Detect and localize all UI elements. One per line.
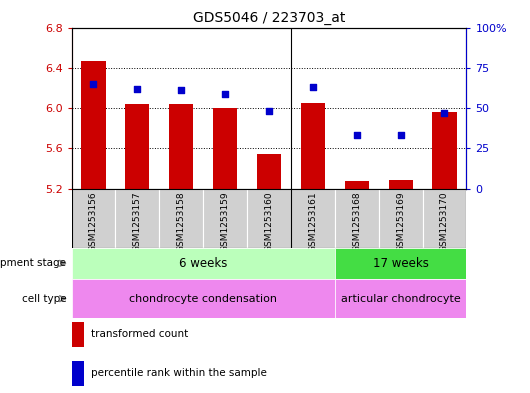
Bar — [160, 189, 203, 248]
Bar — [291, 189, 335, 248]
Bar — [335, 248, 466, 279]
Point — [133, 86, 142, 92]
Point — [440, 110, 449, 116]
Bar — [422, 189, 466, 248]
Text: percentile rank within the sample: percentile rank within the sample — [91, 368, 267, 378]
Text: GSM1253157: GSM1253157 — [133, 191, 142, 252]
Bar — [335, 279, 466, 318]
Bar — [72, 361, 84, 386]
Bar — [72, 322, 84, 347]
Text: development stage: development stage — [0, 258, 66, 268]
Point — [89, 81, 98, 87]
Bar — [335, 189, 378, 248]
Text: GSM1253156: GSM1253156 — [89, 191, 98, 252]
Bar — [301, 103, 325, 189]
Point — [177, 87, 186, 94]
Text: GSM1253159: GSM1253159 — [220, 191, 229, 252]
Text: GSM1253169: GSM1253169 — [396, 191, 405, 252]
Point — [396, 132, 405, 139]
Bar — [116, 189, 160, 248]
Text: GSM1253160: GSM1253160 — [264, 191, 273, 252]
Bar — [388, 180, 413, 189]
Bar — [125, 104, 149, 189]
Bar — [344, 180, 369, 189]
Text: articular chondrocyte: articular chondrocyte — [341, 294, 461, 304]
Point — [264, 108, 273, 114]
Bar — [247, 189, 291, 248]
Point — [221, 90, 229, 97]
Bar — [213, 108, 237, 189]
Text: chondrocyte condensation: chondrocyte condensation — [129, 294, 277, 304]
Point — [308, 84, 317, 90]
Bar — [72, 189, 116, 248]
Bar — [169, 104, 193, 189]
Text: transformed count: transformed count — [91, 329, 188, 339]
Text: GSM1253168: GSM1253168 — [352, 191, 361, 252]
Bar — [72, 279, 335, 318]
Bar — [378, 189, 422, 248]
Text: GSM1253161: GSM1253161 — [308, 191, 317, 252]
Title: GDS5046 / 223703_at: GDS5046 / 223703_at — [193, 11, 345, 25]
Text: cell type: cell type — [22, 294, 66, 304]
Bar — [257, 154, 281, 189]
Point — [352, 132, 361, 139]
Bar — [432, 112, 456, 189]
Bar — [82, 61, 105, 189]
Bar — [72, 248, 335, 279]
Text: 6 weeks: 6 weeks — [179, 257, 227, 270]
Text: GSM1253170: GSM1253170 — [440, 191, 449, 252]
Text: GSM1253158: GSM1253158 — [176, 191, 186, 252]
Text: 17 weeks: 17 weeks — [373, 257, 429, 270]
Bar — [203, 189, 247, 248]
